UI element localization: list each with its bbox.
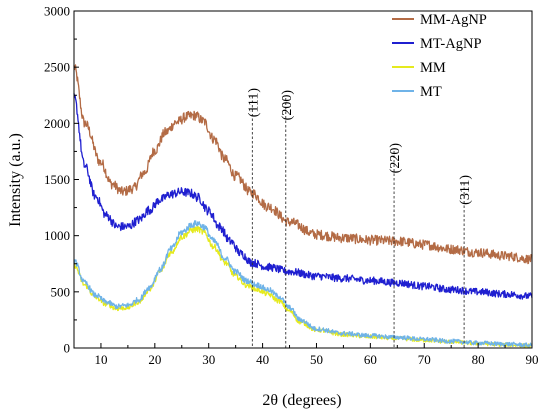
reference-line-label: (111) [246,88,261,118]
legend-entry: MM [420,60,446,76]
y-tick-label: 1500 [44,172,70,187]
axes-group: 10 20 30 40 50 60 70 80 90 0 500 1000 1500 2000 2500 30… [44,4,539,368]
y-axis-label: Intensity (a.u.) [7,133,24,227]
y-tick-label: 1000 [44,228,70,243]
x-tick-label: 50 [310,352,323,367]
legend-entry: MM-AgNP [420,12,487,28]
x-tick-label: 20 [148,352,161,367]
y-tick-label: 2500 [44,60,70,75]
y-tick-label: 3000 [44,4,70,19]
legend-entry: MT-AgNP [420,36,482,52]
x-tick-label: 70 [418,352,431,367]
x-tick-label: 40 [256,352,269,367]
series-group [73,64,533,349]
y-tick-label: 2000 [44,116,70,131]
legend: MM-AgNP MT-AgNP MM MT [392,12,487,100]
x-axis-label: 2θ (degrees) [262,392,341,409]
series-line-mt-agnp [73,93,533,300]
y-tick-label: 500 [51,284,71,299]
x-tick-label: 60 [364,352,377,367]
reference-line-label: (200) [280,90,295,121]
series-line-mm-agnp [73,64,533,265]
x-tick-label: 10 [94,352,107,367]
series-line-mm [73,225,533,349]
x-tick-label: 90 [526,352,539,367]
y-tick-label: 0 [64,341,71,356]
series-line-mt [73,220,533,348]
reference-line-label: (311) [458,175,473,205]
reference-line-label: (220) [388,143,403,174]
reference-lines-group: (111) (200) (220) (311) [246,88,473,348]
legend-entry: MT [420,84,442,100]
x-tick-label: 30 [202,352,215,367]
x-tick-label: 80 [472,352,485,367]
